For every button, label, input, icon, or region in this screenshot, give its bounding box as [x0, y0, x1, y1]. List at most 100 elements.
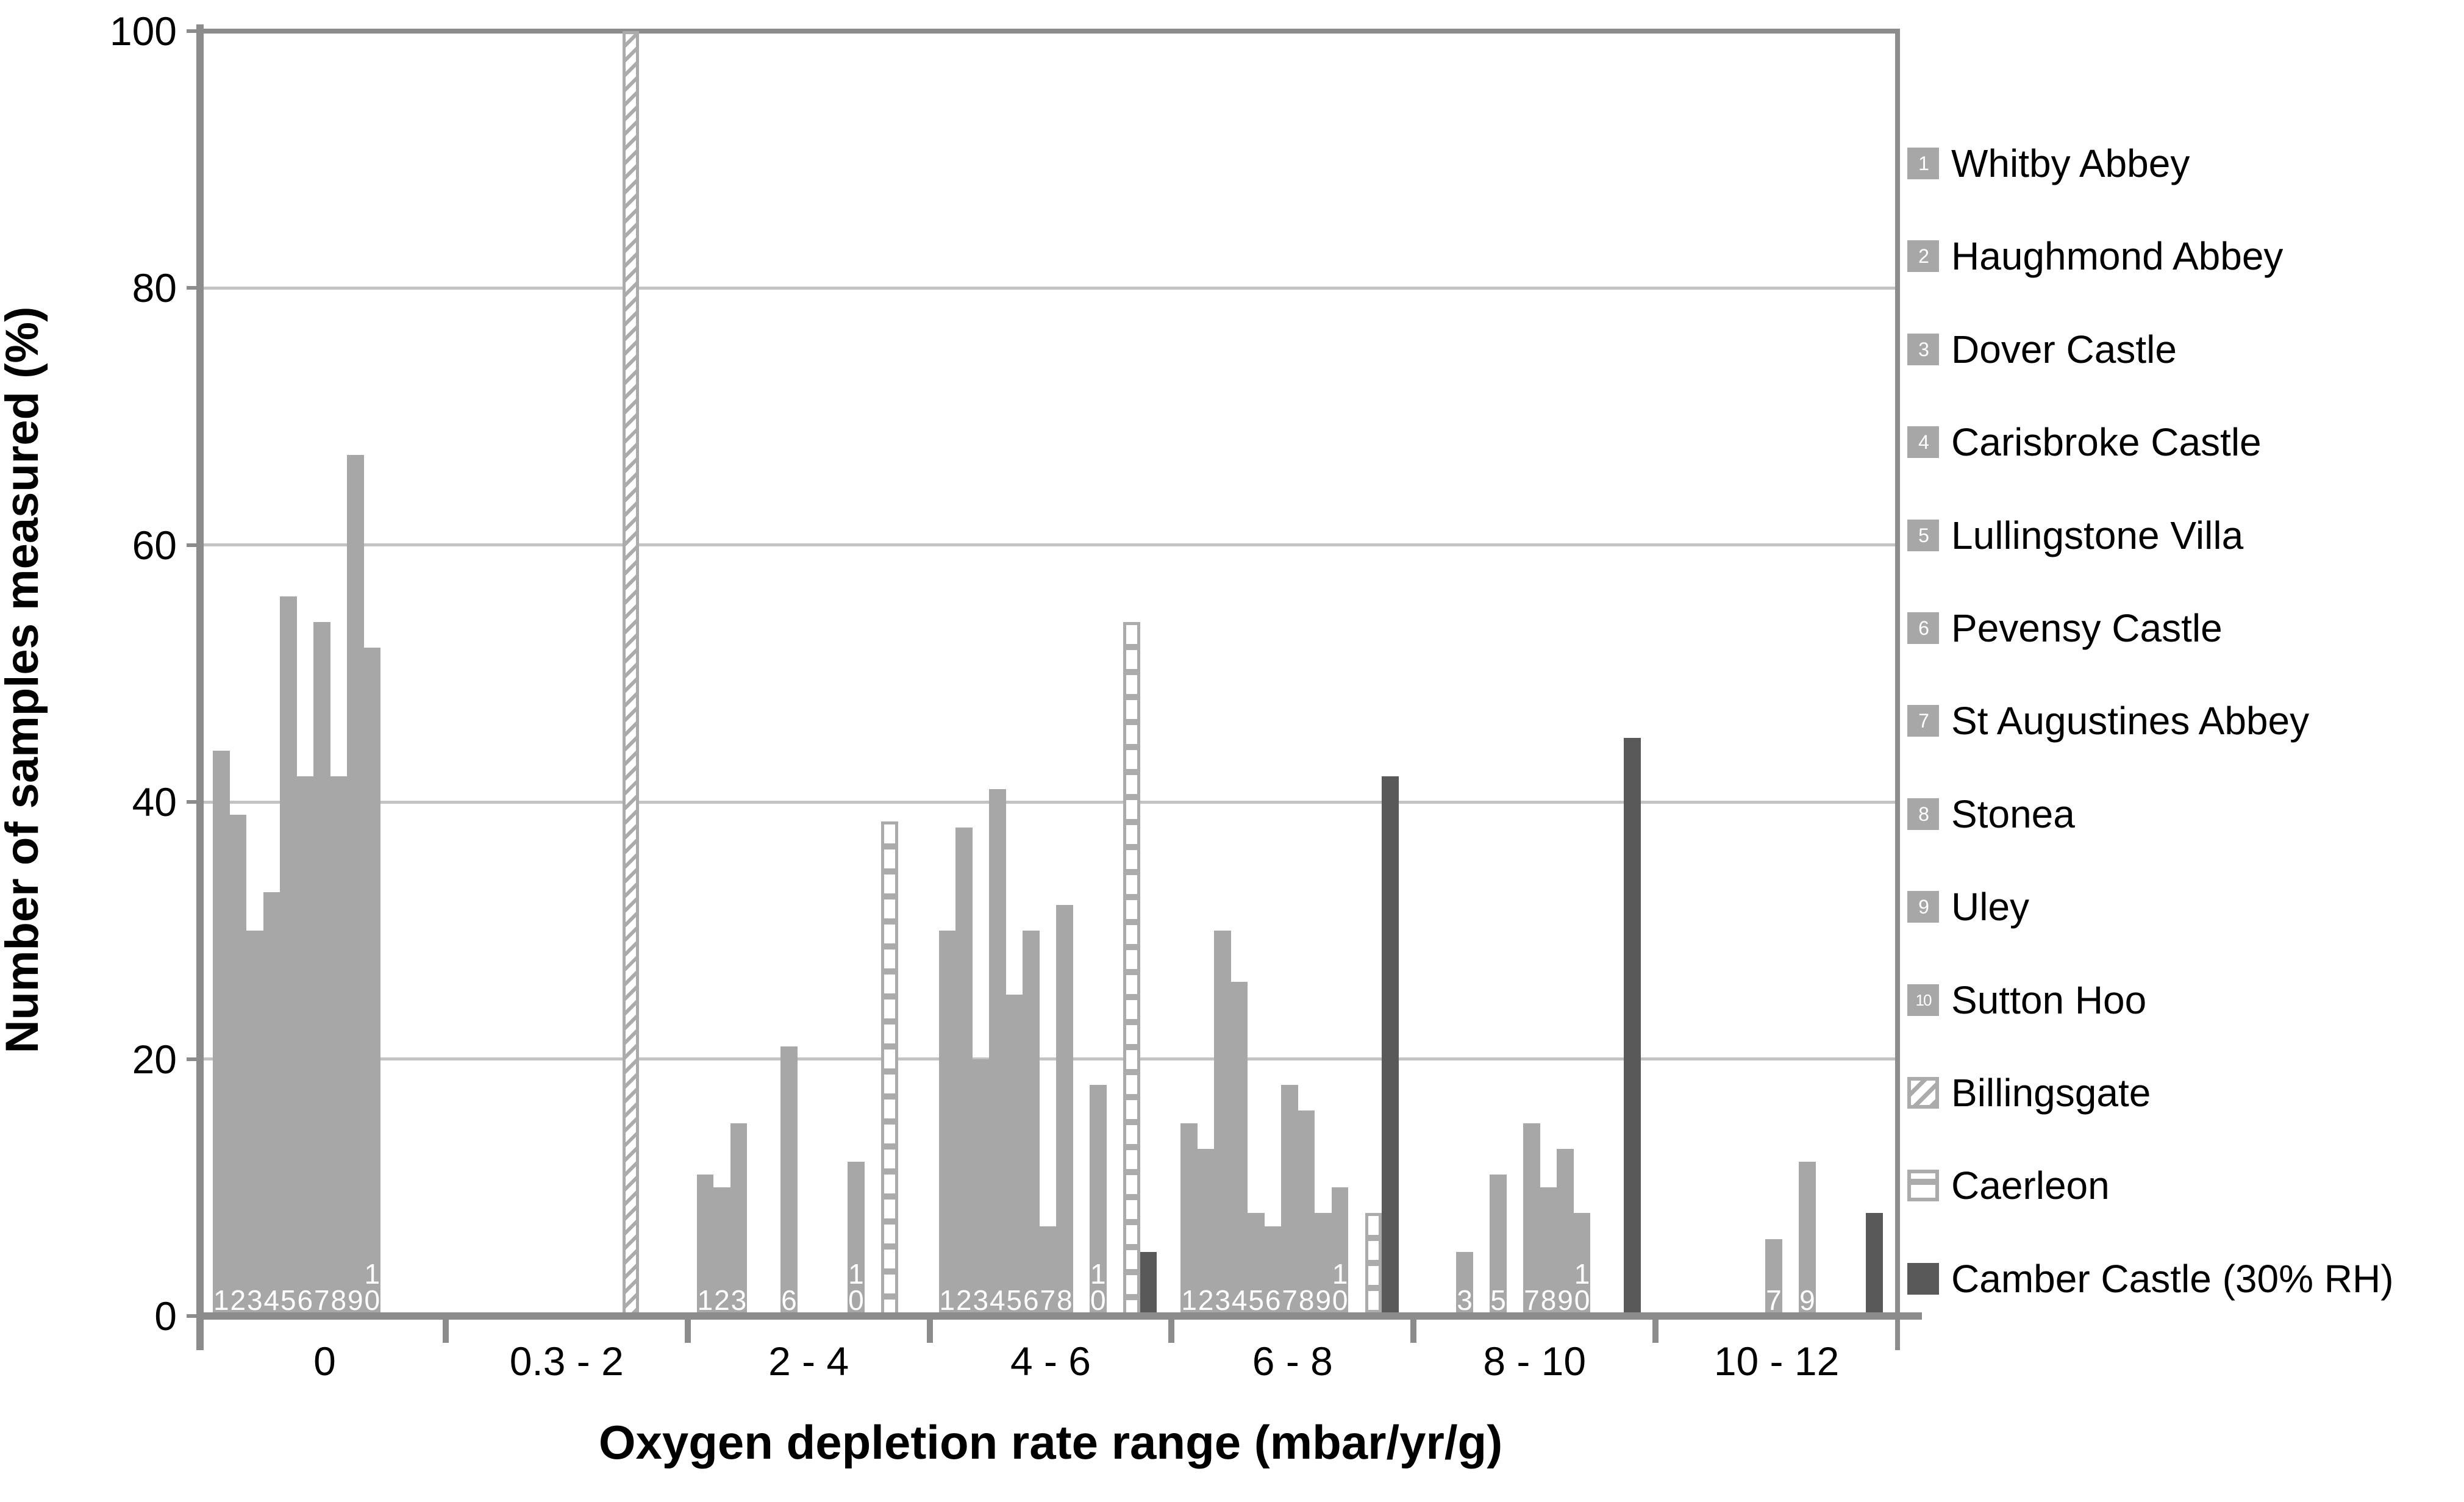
x-tick-1 — [442, 1316, 449, 1343]
legend-swatch-pevensy-icon: 6 — [1907, 612, 1939, 644]
bar-number-label: 7 — [313, 1284, 330, 1316]
y-tick-label-80: 80 — [132, 265, 177, 311]
bar-dover-4-6: 3 — [972, 1059, 990, 1316]
bar-number-label: 3 — [1457, 1284, 1473, 1316]
bar-suttonhoo-6-8: 10 — [1331, 1187, 1349, 1316]
bar-carisbroke-4-6: 4 — [989, 789, 1006, 1316]
bar-staugustines-0: 7 — [313, 622, 330, 1316]
bar-number-label: 7 — [1282, 1284, 1298, 1316]
legend-item-pevensy: 6 Pevensy Castle — [1907, 606, 2223, 650]
y-tick-label-40: 40 — [132, 779, 177, 825]
legend-item-caerleon: Caerleon — [1907, 1164, 2110, 1207]
legend-swatch-number: 9 — [1918, 896, 1929, 918]
bar-camber-10-12 — [1866, 1213, 1883, 1316]
gridline-60 — [204, 543, 1898, 547]
legend-label: St Augustines Abbey — [1951, 699, 2310, 743]
legend-swatch-number: 4 — [1918, 431, 1929, 454]
bar-pevensy-4-6: 6 — [1023, 930, 1040, 1316]
y-tick-label-60: 60 — [132, 522, 177, 568]
bar-number-label: 10 — [1574, 1258, 1590, 1316]
bar-caerleon-2-4 — [881, 821, 898, 1316]
x-tick-6 — [1652, 1316, 1659, 1343]
bar-number-label: 2 — [714, 1284, 730, 1316]
bar-camber-4-6 — [1140, 1251, 1157, 1316]
legend-label: Sutton Hoo — [1951, 978, 2147, 1022]
bar-whitby-4-6: 1 — [938, 930, 956, 1316]
bar-number-label: 1 — [697, 1284, 713, 1316]
legend-swatch-number: 1 — [1918, 152, 1929, 174]
bar-whitby-6-8: 1 — [1180, 1123, 1198, 1316]
x-tick-2 — [684, 1316, 691, 1343]
legend-label: Uley — [1951, 885, 2030, 929]
legend-item-lullingstone: 5 Lullingstone Villa — [1907, 513, 2243, 557]
legend-label: Billingsgate — [1951, 1071, 2151, 1115]
legend-label: Haughmond Abbey — [1951, 234, 2284, 279]
bar-stonea-8-10: 8 — [1540, 1187, 1557, 1316]
y-tick-0 — [187, 1314, 204, 1318]
legend-label: Pevensy Castle — [1951, 606, 2223, 650]
bar-lullingstone-6-8: 5 — [1248, 1213, 1265, 1316]
legend-swatch-stonea-icon: 8 — [1907, 798, 1939, 830]
y-axis-title: Number of samples measured (%) — [0, 306, 48, 1054]
y-tick-label-100: 100 — [109, 9, 177, 54]
x-tick-label-4: 6 - 8 — [1252, 1339, 1333, 1384]
legend-swatch-number: 2 — [1918, 245, 1929, 268]
bar-number-label: 5 — [1490, 1284, 1506, 1316]
legend-item-carisbroke: 4 Carisbroke Castle — [1907, 420, 2262, 464]
bar-number-label: 7 — [1524, 1284, 1540, 1316]
gridline-80 — [204, 286, 1898, 290]
legend-swatch-number: 10 — [1915, 990, 1932, 1009]
bar-number-label: 4 — [1231, 1284, 1248, 1316]
bar-caerleon-4-6 — [1123, 622, 1140, 1316]
bar-number-label: 10 — [364, 1258, 380, 1316]
bar-number-label: 10 — [848, 1258, 864, 1316]
x-tick-5 — [1410, 1316, 1417, 1343]
bar-lullingstone-0: 5 — [280, 596, 297, 1316]
bar-suttonhoo-8-10: 10 — [1573, 1213, 1591, 1316]
legend-item-camber: Camber Castle (30% RH) — [1907, 1257, 2394, 1301]
bar-number-label: 1 — [939, 1284, 955, 1316]
legend-item-billingsgate: Billingsgate — [1907, 1071, 2151, 1115]
y-axis-line — [196, 24, 204, 1350]
bar-pevensy-6-8: 6 — [1264, 1226, 1282, 1316]
bar-camber-8-10 — [1624, 737, 1641, 1316]
x-tick-label-3: 4 - 6 — [1010, 1339, 1091, 1384]
bar-stonea-4-6: 8 — [1056, 904, 1073, 1316]
bar-number-label: 1 — [1181, 1284, 1197, 1316]
legend-label: Caerleon — [1951, 1164, 2110, 1208]
bar-dover-6-8: 3 — [1214, 930, 1231, 1316]
bar-number-label: 9 — [1315, 1284, 1331, 1316]
x-tick-label-1: 0.3 - 2 — [509, 1339, 624, 1384]
bar-whitby-2-4: 1 — [696, 1175, 714, 1316]
legend-label: Camber Castle (30% RH) — [1951, 1256, 2394, 1301]
bar-number-label: 8 — [1540, 1284, 1557, 1316]
y-tick-40 — [187, 800, 204, 804]
bar-haughmond-4-6: 2 — [955, 828, 973, 1316]
legend-swatch-number: 3 — [1918, 338, 1929, 360]
legend-item-whitby: 1 Whitby Abbey — [1907, 141, 2190, 185]
bar-billingsgate-0.3-2 — [622, 31, 640, 1316]
gridline-20 — [204, 1057, 1898, 1061]
plot-top-border — [204, 29, 1898, 34]
bar-number-label: 5 — [1006, 1284, 1023, 1316]
bar-number-label: 3 — [246, 1284, 263, 1316]
legend-item-staugustines: 7 St Augustines Abbey — [1907, 699, 2309, 743]
legend-swatch-billingsgate-icon — [1907, 1077, 1939, 1109]
bar-pevensy-0: 6 — [296, 776, 313, 1316]
bar-caerleon-6-8 — [1365, 1213, 1382, 1316]
bar-number-label: 8 — [1298, 1284, 1315, 1316]
bar-number-label: 4 — [990, 1284, 1005, 1316]
bar-staugustines-6-8: 7 — [1281, 1084, 1298, 1316]
x-tick-3 — [926, 1316, 933, 1343]
plot-right-border — [1895, 29, 1900, 1350]
bar-suttonhoo-4-6: 10 — [1090, 1084, 1107, 1316]
bar-uley-10-12: 9 — [1799, 1162, 1816, 1316]
bar-number-label: 6 — [1265, 1284, 1281, 1316]
bar-number-label: 2 — [956, 1284, 972, 1316]
legend-swatch-uley-icon: 9 — [1907, 891, 1939, 923]
bar-pevensy-2-4: 6 — [780, 1046, 798, 1316]
bar-haughmond-6-8: 2 — [1197, 1149, 1215, 1316]
bar-number-label: 6 — [297, 1284, 313, 1316]
bar-lullingstone-8-10: 5 — [1490, 1175, 1507, 1316]
